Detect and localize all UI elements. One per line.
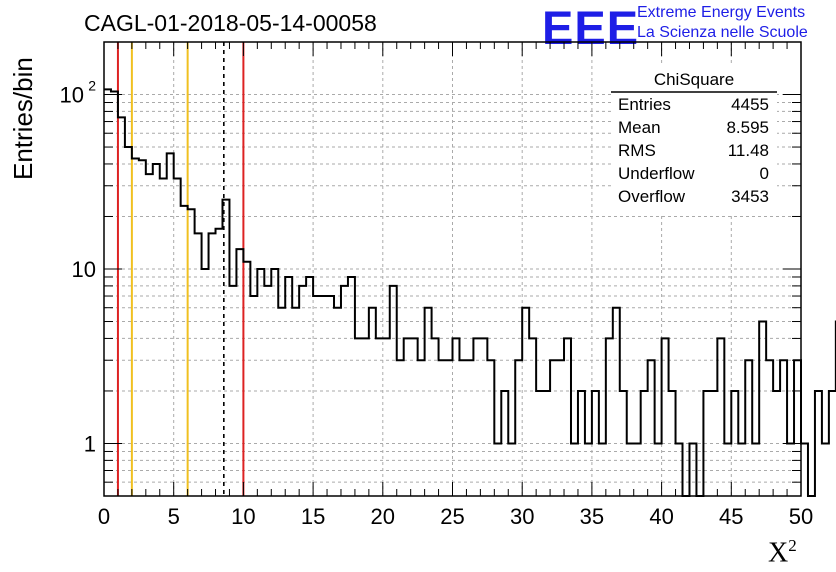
- y-tick-exponent: 2: [88, 78, 96, 94]
- stats-box-name: ChiSquare: [654, 70, 734, 89]
- x-tick-label: 20: [371, 504, 395, 529]
- stats-row-label: Mean: [618, 118, 661, 137]
- stats-row-value: 11.48: [728, 141, 769, 160]
- eee-logo: EEE: [542, 1, 640, 54]
- histogram-series: [104, 88, 836, 497]
- x-tick-label: 5: [168, 504, 180, 529]
- stats-row-value: 8.595: [726, 118, 769, 137]
- stats-row-value: 4455: [731, 95, 769, 114]
- stats-box-background: [611, 64, 777, 214]
- y-tick-label: 10: [72, 257, 96, 282]
- stats-row-label: Overflow: [618, 187, 686, 206]
- logo-text-line1: Extreme Energy Events: [637, 4, 806, 21]
- stats-row-value: 3453: [731, 187, 769, 206]
- logo-text-line2: La Scienza nelle Scuole: [637, 24, 808, 41]
- stats-row-label: Underflow: [618, 164, 695, 183]
- x-tick-label: 45: [719, 504, 743, 529]
- x-tick-label: 0: [98, 504, 110, 529]
- y-tick-label: 1: [84, 431, 96, 456]
- x-tick-label: 35: [580, 504, 604, 529]
- x-tick-label: 10: [231, 504, 255, 529]
- x-tick-label: 25: [440, 504, 464, 529]
- x-tick-label: 50: [789, 504, 813, 529]
- x-tick-label: 40: [649, 504, 673, 529]
- x-tick-label: 15: [301, 504, 325, 529]
- x-axis-label-superscript: 2: [788, 536, 797, 555]
- x-axis-label: X2: [768, 536, 797, 569]
- stats-row-value: 0: [760, 164, 769, 183]
- stats-row-label: Entries: [618, 95, 671, 114]
- x-tick-label: 30: [510, 504, 534, 529]
- stats-row-label: RMS: [618, 141, 656, 160]
- x-axis-label-text: X: [768, 537, 789, 569]
- stats-box: ChiSquare Entries 4455 Mean 8.595 RMS 11.48 Und…: [611, 64, 777, 214]
- y-tick-label: 10: [60, 83, 84, 108]
- chart-title: CAGL-01-2018-05-14-00058: [84, 10, 377, 36]
